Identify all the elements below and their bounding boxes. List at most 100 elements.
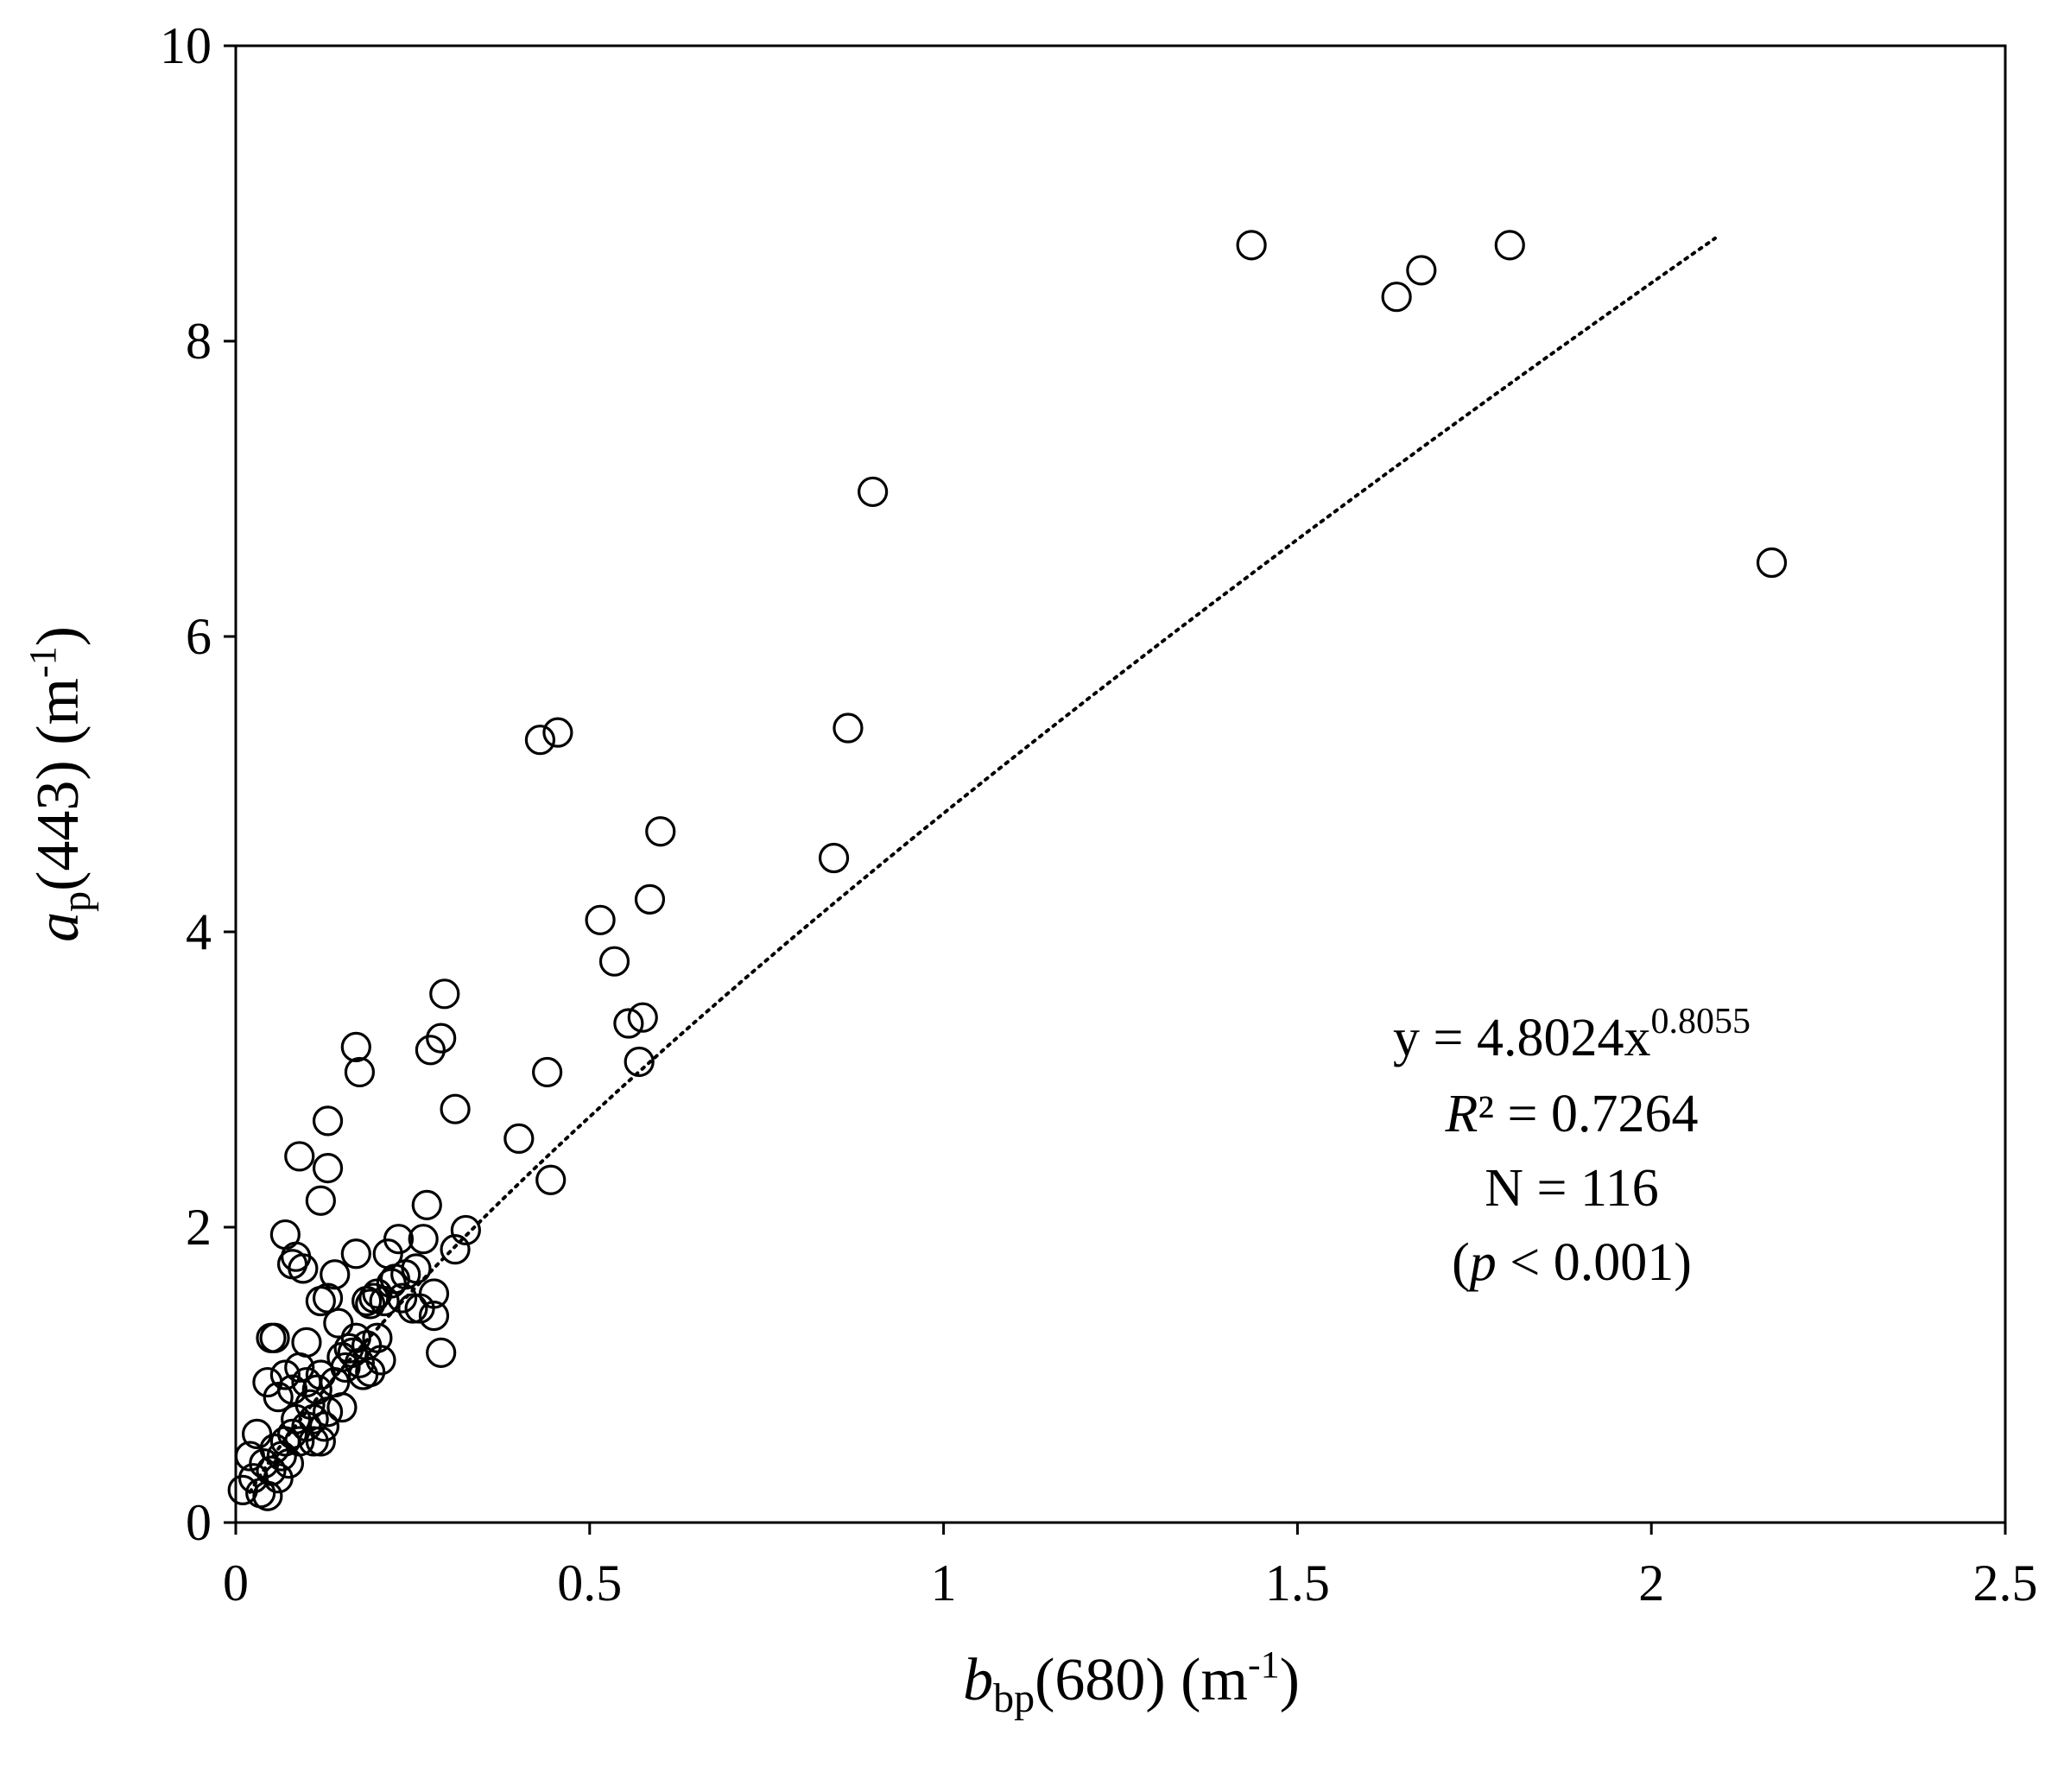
y-axis-title-close: ) [25,626,92,646]
p-rest: < 0.001) [1497,1233,1692,1292]
y-tick-label: 4 [186,903,212,960]
data-point [598,946,630,977]
data-point [418,1300,450,1332]
annotation-sample-size: N = 116 [1485,1159,1658,1218]
data-point [269,1359,301,1390]
data-point [627,1002,658,1033]
data-point [284,1141,315,1172]
data-point [355,1356,386,1388]
data-point [411,1189,442,1220]
data-point [415,1035,446,1066]
data-point [227,1474,258,1505]
data-point [340,1238,371,1270]
p-open: ( [1452,1233,1470,1292]
data-point [542,717,573,748]
data-point [1494,230,1525,261]
y-axis-title-sub: p [54,891,99,912]
x-axis-title-rest: (680) (m [1035,1647,1248,1713]
data-point [330,1352,361,1384]
x-axis-title-main: b [963,1647,993,1713]
data-point [312,1152,344,1184]
data-point [362,1322,393,1353]
data-point [312,1282,344,1314]
x-tick-label: 2 [1638,1555,1664,1612]
data-point [426,1023,457,1054]
data-point [344,1056,376,1088]
data-point [259,1322,290,1353]
data-point [1406,255,1437,286]
data-point [276,1418,308,1450]
data-point [312,1105,344,1137]
data-point [418,1278,450,1309]
annotation-r-squared: R² = 0.7264 [1445,1085,1699,1143]
y-axis-title: ap(443) (m-1) [22,626,99,942]
data-point [440,1093,471,1124]
data-point [1236,230,1267,261]
data-point [532,1056,563,1088]
data-point [340,1031,371,1062]
x-tick-label: 1 [931,1555,957,1612]
data-point [323,1308,354,1339]
data-point [408,1224,439,1255]
data-point [440,1234,471,1265]
data-point [397,1293,428,1324]
x-axis-title-sub: bp [993,1675,1035,1721]
data-point [340,1322,371,1353]
annotation-equation: y = 4.8024x0.8055 [1393,1002,1751,1067]
data-point [503,1123,535,1155]
x-axis-title-close: ) [1280,1647,1300,1713]
data-point [312,1396,344,1428]
y-tick-label: 8 [186,313,212,370]
data-point [284,1426,315,1457]
x-tick-label: 2.5 [1973,1555,2038,1612]
r-squared-symbol: R [1445,1085,1478,1143]
data-point [263,1382,294,1413]
data-point [624,1046,655,1078]
data-point [858,476,889,508]
data-point [535,1164,567,1195]
data-point [288,1253,319,1284]
data-point [634,883,666,915]
data-point [308,1411,340,1442]
data-point [401,1253,432,1284]
data-point [305,1426,336,1457]
trend-line [248,236,1717,1494]
y-axis-title-sup: -1 [22,646,64,678]
y-tick-label: 6 [186,608,212,665]
plot-frame [234,44,2007,1524]
data-point [1756,547,1788,579]
y-axis-title-main: a [25,912,92,942]
data-point [276,1374,308,1405]
data-point [387,1282,418,1314]
data-point [320,1259,351,1290]
annotation-p-value: (p < 0.001) [1452,1233,1692,1292]
x-tick-label: 0.5 [557,1555,622,1612]
data-point [355,1289,386,1320]
p-symbol: p [1466,1233,1497,1292]
data-point [613,1008,644,1039]
x-axis-title-sup: -1 [1248,1643,1280,1686]
data-point [818,842,850,874]
x-axis-title: bbp(680) (m-1) [963,1643,1300,1721]
data-point [298,1403,329,1434]
regression-annotation: y = 4.8024x0.8055 R² = 0.7264 N = 116 (p… [1393,1002,1751,1292]
data-point [383,1224,415,1255]
equation-base: y = 4.8024x [1393,1009,1650,1067]
data-point [429,978,460,1010]
data-point [291,1327,322,1358]
data-point [645,816,676,847]
data-point [524,725,556,756]
x-tick-label: 0 [223,1555,249,1612]
y-tick-label: 2 [186,1199,212,1256]
data-point [833,712,864,744]
data-point [426,1337,457,1368]
data-point [252,1480,283,1511]
y-tick-label: 10 [160,17,212,74]
data-point [450,1214,481,1246]
data-point [241,1418,273,1450]
data-point [585,904,616,935]
y-axis-title-rest: (443) (m [25,678,92,891]
data-point [305,1185,336,1216]
data-point [344,1347,376,1378]
